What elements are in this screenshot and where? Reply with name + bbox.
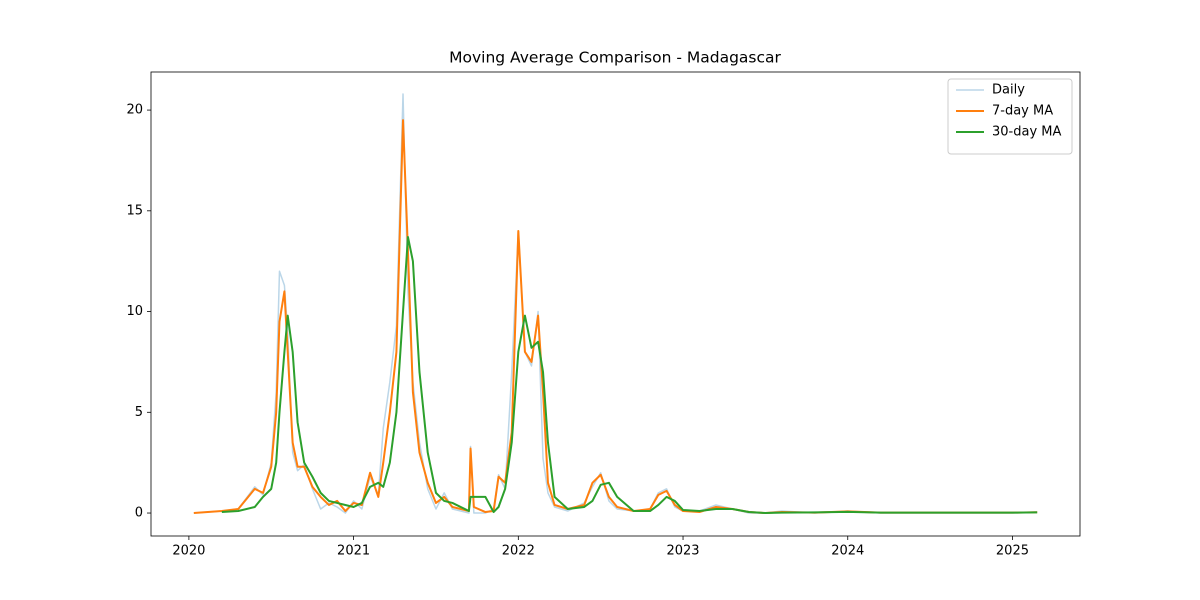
series-line [221,236,1038,515]
x-tick-label: 2021 [337,544,370,559]
y-tick-label: 0 [135,506,143,521]
y-tick-label: 5 [135,405,143,420]
series-line [193,119,1038,515]
legend-box [947,78,1073,155]
axes-frame [150,71,1081,537]
legend-label: Daily [992,83,1025,98]
legend-label: 7-day MA [992,104,1053,119]
y-tick-label: 10 [126,304,143,319]
y-tick-label: 15 [126,203,143,218]
chart-title: Moving Average Comparison - Madagascar [449,49,781,67]
x-tick-label: 2024 [831,544,864,559]
y-tick-label: 20 [126,103,143,118]
x-tick-label: 2023 [666,544,699,559]
legend-label: 30-day MA [992,125,1061,140]
x-tick-label: 2022 [502,544,535,559]
x-tick-label: 2025 [996,544,1029,559]
x-tick-label: 2020 [172,544,205,559]
